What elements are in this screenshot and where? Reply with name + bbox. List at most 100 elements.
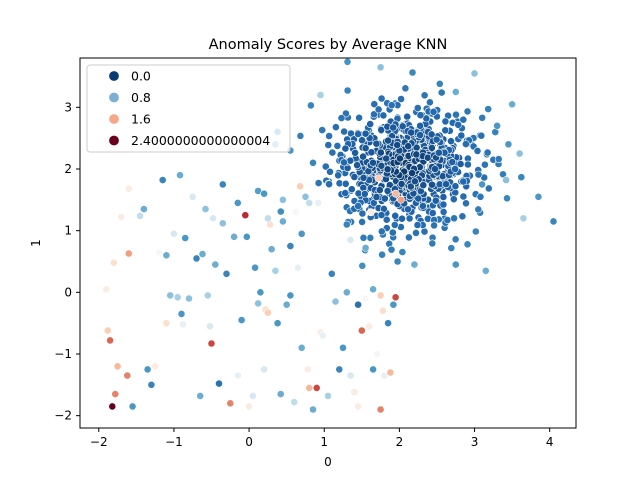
scatter-point [198,250,207,258]
scatter-point [222,269,231,278]
scatter-point [365,322,374,331]
scatter-point [260,189,268,198]
cluster-point [449,195,458,204]
scatter-point [111,390,120,398]
x-tick-label: −1 [165,435,183,449]
y-tick-label: −1 [54,347,72,361]
cluster-point [494,155,503,163]
cluster-point [451,165,459,173]
cluster-point [374,105,383,114]
y-tick-label: 2 [64,162,72,176]
cluster-point [416,121,424,130]
scatter-point [361,294,370,303]
cluster-point [359,152,367,161]
scatter-point [290,398,299,406]
cluster-point [398,214,406,223]
cluster-point [454,120,463,129]
cluster-point [358,217,366,226]
cluster-point [351,148,359,157]
scatter-point [354,402,362,411]
scatter-point [478,180,486,189]
cluster-point [450,214,458,223]
cluster-point [379,111,388,120]
scatter-point [139,205,148,213]
scatter-point [354,300,362,309]
cluster-point [358,261,367,270]
cluster-point [387,245,396,254]
scatter-point [376,63,385,72]
scatter-point [278,195,287,204]
legend-marker [108,70,120,82]
scatter-point [117,213,126,221]
y-tick-label: −2 [54,409,72,423]
cluster-point [397,95,405,103]
cluster-point [442,180,450,189]
cluster-point [428,239,437,248]
legend-label: 1.6 [131,112,151,127]
cluster-point [314,179,323,187]
scatter-point [267,245,276,254]
scatter-point [176,171,184,180]
cluster-point [355,113,363,122]
scatter-point [396,195,405,204]
scatter-point [366,208,375,217]
cluster-point [380,194,389,203]
legend-marker [108,113,120,125]
cluster-point [447,244,456,252]
legend: 0.0 0.8 1.6 2.4000000000000004 [86,64,291,153]
scatter-point [508,100,516,109]
scatter-point [211,260,220,269]
scatter-point [124,184,133,193]
scatter-point [318,331,327,340]
scatter-point [286,242,295,250]
cluster-point [431,196,440,205]
cluster-point [478,113,487,122]
cluster-point [451,235,460,244]
cluster-point [387,101,396,110]
scatter-point [179,320,187,329]
cluster-point [378,250,386,259]
cluster-point [404,205,412,214]
legend-items: 0.0 0.8 1.6 2.4000000000000004 [108,69,270,148]
cluster-point [376,148,385,157]
cluster-point [457,131,466,140]
cluster-point [359,173,368,182]
scatter-point [350,388,359,397]
y-axis-label: 1 [29,239,43,247]
cluster-point [353,161,361,170]
scatter-point [263,214,272,223]
cluster-point [367,148,376,157]
cluster-point [432,135,441,144]
cluster-point [414,194,423,203]
legend-label: 0.8 [131,90,151,105]
plot-area-frame [79,57,577,429]
scatter-point [549,217,558,226]
scatter-point [147,380,156,389]
cluster-point [503,194,511,203]
scatter-point [369,285,377,294]
x-tick-label: 2 [396,435,404,449]
legend-label: 2.4000000000000004 [131,133,270,148]
cluster-point [429,107,438,116]
scatter-point [166,291,175,300]
cluster-point [451,182,460,191]
scatter-point [386,368,395,377]
x-tick-label: 1 [320,435,328,449]
scatter-point [218,180,227,189]
scatter-point [339,343,347,352]
cluster-point [333,141,342,150]
cluster-point [477,131,486,140]
x-tick-label: 3 [471,435,479,449]
cluster-point [474,170,483,179]
scatter-point [451,260,460,269]
scatter-point [233,198,242,207]
scatter-point [470,69,479,78]
cluster-point [296,131,305,140]
cluster-point [337,114,346,122]
scatter-point [108,402,117,411]
scatter-point [291,208,300,217]
scatter-point [102,285,111,294]
scatter-point [357,326,366,335]
cluster-point [517,173,526,182]
